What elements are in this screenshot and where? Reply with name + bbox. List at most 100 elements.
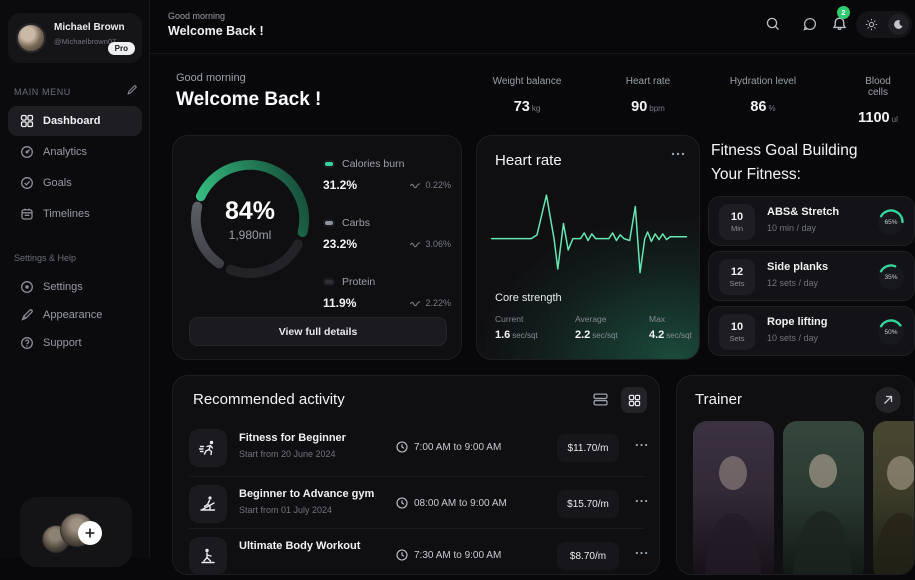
- sidebar-item-timelines[interactable]: Timelines: [8, 199, 142, 229]
- chat-icon: [803, 17, 816, 31]
- goal-percent: 50%: [884, 328, 898, 336]
- trainer-photo[interactable]: [873, 421, 914, 574]
- activity-row[interactable]: Ultimate Body Workout 7:30 AM to 9:00 AM…: [173, 532, 661, 580]
- sidebar-item-goals[interactable]: Goals: [8, 168, 142, 198]
- goal-subtitle: 12 sets / day: [767, 278, 819, 288]
- goal-unit: Sets: [729, 279, 745, 288]
- sun-icon: [865, 18, 878, 31]
- add-member-button[interactable]: [78, 521, 102, 545]
- goal-progress-ring: [878, 319, 904, 345]
- goals-title-line2: Your Fitness:: [711, 166, 801, 183]
- trainer-photo[interactable]: [693, 421, 774, 574]
- workout-icon: [189, 537, 227, 575]
- main-menu-label: MAIN MENU: [14, 87, 71, 97]
- activity-title: Beginner to Advance gym: [239, 488, 375, 500]
- stat-unit: sec/sqt: [512, 331, 538, 340]
- page-title: Welcome Back !: [176, 89, 322, 110]
- legend-delta: 3.06%: [425, 239, 451, 249]
- appearance-pen-icon: [20, 308, 34, 322]
- grid-view-icon: [628, 394, 640, 406]
- sidebar-item-appearance[interactable]: Appearance: [8, 300, 142, 330]
- runner-icon: [189, 429, 227, 467]
- legend-dot: [323, 278, 335, 286]
- sidebar-item-label: Appearance: [43, 309, 103, 321]
- goal-count: 10: [730, 211, 744, 223]
- sidebar-item-analytics[interactable]: Analytics: [8, 137, 142, 167]
- core-strength-label: Core strength: [495, 292, 562, 304]
- goal-count-badge: 10 Min: [719, 204, 755, 240]
- goal-item-side-planks[interactable]: 12 Sets Side planks 12 sets / day 35%: [708, 251, 915, 301]
- row-options-button[interactable]: [635, 551, 648, 555]
- support-question-icon: [20, 336, 34, 350]
- goal-percent: 65%: [884, 218, 898, 226]
- stat-blood-cells: Blood cells 1100 ul: [858, 76, 898, 126]
- user-name: Michael Brown: [54, 22, 125, 33]
- messages-button[interactable]: [800, 14, 820, 34]
- activity-row[interactable]: Beginner to Advance gym Start from 01 Ju…: [173, 480, 661, 528]
- team-avatars-card[interactable]: [20, 497, 132, 567]
- theme-toggle[interactable]: [856, 11, 912, 38]
- stat-unit: ul: [891, 115, 898, 124]
- user-profile-card[interactable]: Michael Brown @Michaelbrown07 Pro: [8, 13, 142, 63]
- goal-count-badge: 12 Sets: [719, 259, 755, 295]
- grid-view-button[interactable]: [621, 387, 647, 413]
- sidebar-item-dashboard[interactable]: Dashboard: [8, 106, 142, 136]
- sidebar-item-label: Dashboard: [43, 115, 101, 127]
- goal-title: Side planks: [767, 261, 829, 273]
- list-view-icon: [593, 393, 608, 406]
- goal-unit: Min: [730, 224, 744, 233]
- stat-value: 90: [631, 99, 648, 115]
- legend-value: 23.2%: [323, 237, 358, 251]
- activity-title: Ultimate Body Workout: [239, 540, 361, 552]
- legend-value: 31.2%: [323, 178, 358, 192]
- hr-stat-current: Current 1.6 sec/sqt: [495, 314, 538, 341]
- list-view-button[interactable]: [593, 392, 608, 407]
- hr-stat-average: Average 2.2 sec/sqt: [575, 314, 618, 341]
- open-trainers-button[interactable]: [875, 387, 901, 413]
- view-full-details-button[interactable]: View full details: [189, 317, 447, 346]
- row-options-button[interactable]: [635, 443, 648, 447]
- ellipsis-icon: [635, 551, 648, 555]
- ecg-chart: [490, 194, 688, 274]
- stat-label: Weight balance: [492, 76, 562, 87]
- legend-label: Protein: [342, 276, 376, 288]
- trainer-title: Trainer: [695, 391, 742, 408]
- edit-menu-icon[interactable]: [126, 84, 138, 96]
- goal-count: 10: [730, 321, 744, 333]
- moon-icon: [888, 14, 909, 35]
- sidebar-item-label: Goals: [43, 177, 72, 189]
- goal-progress-ring: [878, 209, 904, 235]
- more-options-button[interactable]: [671, 152, 685, 156]
- topbar-welcome: Welcome Back !: [168, 24, 264, 38]
- timelines-calendar-icon: [20, 207, 34, 221]
- legend-value: 11.9%: [323, 296, 357, 310]
- goals-target-icon: [20, 176, 34, 190]
- activity-price: $11.70/m: [557, 434, 619, 462]
- trainer-photo[interactable]: [783, 421, 864, 574]
- sidebar: Michael Brown @Michaelbrown07 Pro MAIN M…: [0, 0, 150, 567]
- heart-rate-title: Heart rate: [495, 152, 562, 169]
- stat-unit: kg: [531, 104, 541, 113]
- activity-row[interactable]: Fitness for Beginner Start from 20 June …: [173, 424, 661, 472]
- ellipsis-icon: [635, 443, 648, 447]
- heart-rate-card: Heart rate Core strength Current 1.6 sec/…: [476, 135, 700, 360]
- calories-volume: 1,980ml: [228, 227, 272, 242]
- sidebar-item-settings[interactable]: Settings: [8, 272, 142, 302]
- goal-item-abs-stretch[interactable]: 10 Min ABS& Stretch 10 min / day 65%: [708, 196, 915, 246]
- activity-price: $8.70/m: [557, 542, 619, 570]
- search-icon: [766, 17, 780, 31]
- sidebar-item-support[interactable]: Support: [8, 328, 142, 358]
- legend-calories-burn: Calories burn 31.2% 0.22%: [323, 158, 451, 192]
- row-options-button[interactable]: [635, 499, 648, 503]
- activity-time: 08:00 AM to 9:00 AM: [414, 497, 507, 509]
- goal-title: Rope lifting: [767, 316, 828, 328]
- notification-badge: 2: [837, 6, 850, 19]
- search-button[interactable]: [763, 14, 783, 34]
- goal-title: ABS& Stretch: [767, 206, 840, 218]
- goal-item-rope-lifting[interactable]: 10 Sets Rope lifting 10 sets / day 50%: [708, 306, 915, 356]
- calories-card: 84% 1,980ml Calories burn 31.2% 0.22% Ca…: [172, 135, 462, 360]
- legend-dot: [323, 160, 335, 168]
- trend-wave-icon: [410, 241, 421, 247]
- trend-wave-icon: [410, 300, 421, 306]
- recommended-activity-card: Recommended activity Fitness for Beginne…: [172, 375, 660, 575]
